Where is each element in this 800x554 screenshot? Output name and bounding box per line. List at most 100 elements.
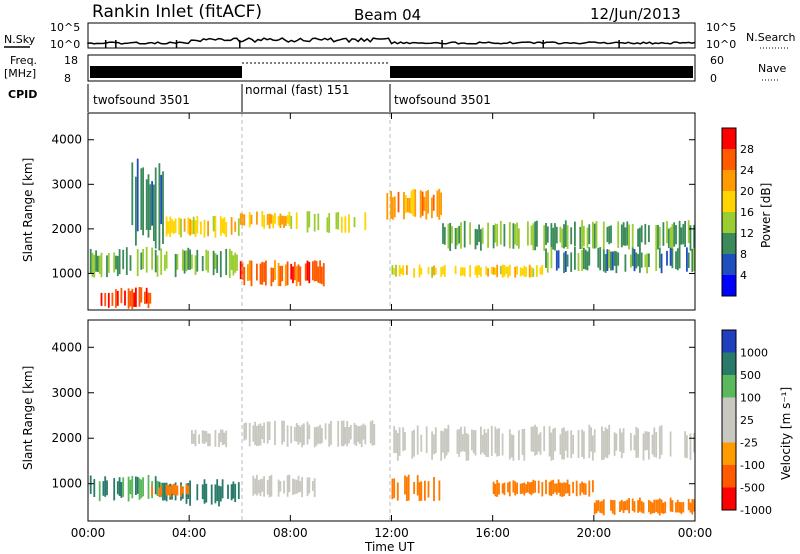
- rti-cell: [590, 427, 592, 452]
- rti-cell: [131, 288, 134, 310]
- colorbar-tick: 100: [740, 392, 761, 405]
- station-title: Rankin Inlet (fitACF): [92, 2, 262, 22]
- rti-cell: [353, 422, 356, 445]
- rti-cell: [89, 475, 92, 494]
- rti-cell: [559, 434, 562, 455]
- rti-cell: [563, 482, 565, 497]
- rti-cell: [658, 247, 661, 269]
- rti-cell: [160, 248, 163, 275]
- rti-cell: [463, 267, 466, 277]
- rti-cell: [277, 479, 280, 497]
- rti-cell: [532, 426, 535, 452]
- rti-cell: [427, 267, 430, 275]
- rti-cell: [214, 484, 217, 504]
- rti-cell: [514, 266, 517, 278]
- rti-cell: [492, 481, 495, 494]
- rti-cell: [465, 433, 468, 461]
- rti-cell: [525, 266, 527, 277]
- rti-cell: [639, 497, 641, 512]
- velocity-colorbar-label: Velocity [m s⁻¹]: [779, 387, 793, 480]
- rti-cell: [116, 481, 119, 495]
- rti-cell: [561, 428, 564, 460]
- rti-cell: [337, 420, 340, 447]
- rti-cell: [527, 221, 529, 246]
- rti-cell: [431, 431, 433, 460]
- rti-cell: [203, 479, 206, 504]
- rti-cell: [295, 266, 298, 287]
- rti-cell: [274, 420, 276, 446]
- rti-cell: [395, 429, 397, 453]
- rti-cell: [454, 265, 457, 275]
- rti-cell: [651, 502, 654, 514]
- rti-cell: [481, 227, 484, 244]
- rti-cell: [283, 420, 285, 442]
- nsky-ytick-bottom: 10^0: [50, 38, 80, 51]
- rti-cell: [648, 253, 650, 268]
- rti-cell: [225, 430, 228, 448]
- rti-cell: [613, 250, 616, 266]
- rti-cell: [243, 214, 246, 226]
- power-yticks: 1000 2000 3000 4000: [51, 133, 695, 280]
- rti-cell: [171, 219, 173, 233]
- rti-cell: [144, 291, 146, 304]
- rti-cell: [434, 267, 437, 275]
- rti-cell: [595, 500, 598, 514]
- rti-cell: [223, 217, 226, 235]
- rti-cell: [212, 216, 215, 232]
- rti-cell: [601, 426, 603, 461]
- rti-cell: [140, 252, 143, 270]
- rti-cell: [581, 250, 583, 271]
- rti-cell: [98, 481, 101, 502]
- rti-cell: [633, 434, 636, 451]
- rti-cell: [106, 255, 108, 278]
- colorbar-tick: -1000: [740, 504, 772, 517]
- rti-cell: [106, 480, 108, 496]
- rti-cell: [469, 222, 471, 245]
- rti-cell: [644, 254, 647, 268]
- rti-cell: [174, 253, 177, 278]
- rti-cell: [487, 222, 489, 248]
- colorbar-tick: 500: [740, 369, 761, 382]
- rti-cell: [490, 266, 493, 274]
- rti-cell: [116, 255, 119, 277]
- rti-cell: [201, 430, 204, 444]
- rti-cell: [611, 251, 614, 271]
- rti-cell: [545, 248, 547, 268]
- rti-cell: [411, 431, 414, 459]
- colorbar-swatch: [722, 330, 736, 353]
- cpid-label: CPID: [8, 88, 37, 101]
- rti-cell: [290, 215, 293, 229]
- rti-cell: [290, 426, 293, 444]
- rti-cell: [480, 267, 482, 277]
- rti-cell: [503, 482, 506, 496]
- rti-cell: [675, 502, 677, 513]
- rti-cell: [136, 158, 139, 232]
- rti-cell: [570, 227, 573, 245]
- rti-cell: [534, 424, 536, 456]
- rti-cell: [163, 482, 166, 501]
- rti-cell: [555, 226, 558, 244]
- rti-cell: [243, 423, 246, 441]
- rti-cell: [167, 484, 170, 496]
- rti-cell: [317, 266, 320, 283]
- rti-cell: [362, 423, 365, 440]
- rti-cell: [205, 249, 208, 271]
- rti-cell: [662, 222, 665, 246]
- rti-cell: [183, 218, 186, 232]
- freq-frame: [87, 54, 696, 82]
- rti-cell: [192, 433, 195, 444]
- rti-cell: [516, 265, 518, 275]
- rti-cell: [559, 482, 562, 497]
- rti-cell: [328, 213, 331, 233]
- rti-cell: [581, 220, 583, 250]
- rti-cell: [237, 482, 240, 500]
- velocity-ylabel: Slant Range [km]: [21, 366, 35, 470]
- velocity-panel: 1000 2000 3000 4000 Slant Range [km] 1000 50…: [21, 319, 793, 522]
- rti-cell: [120, 482, 123, 498]
- rti-cell: [118, 477, 121, 496]
- rti-cell: [508, 222, 511, 249]
- nsearch-label: N.Search: [746, 31, 796, 44]
- rti-cell: [536, 220, 538, 247]
- rti-cell: [342, 420, 345, 447]
- rti-cell: [321, 266, 323, 285]
